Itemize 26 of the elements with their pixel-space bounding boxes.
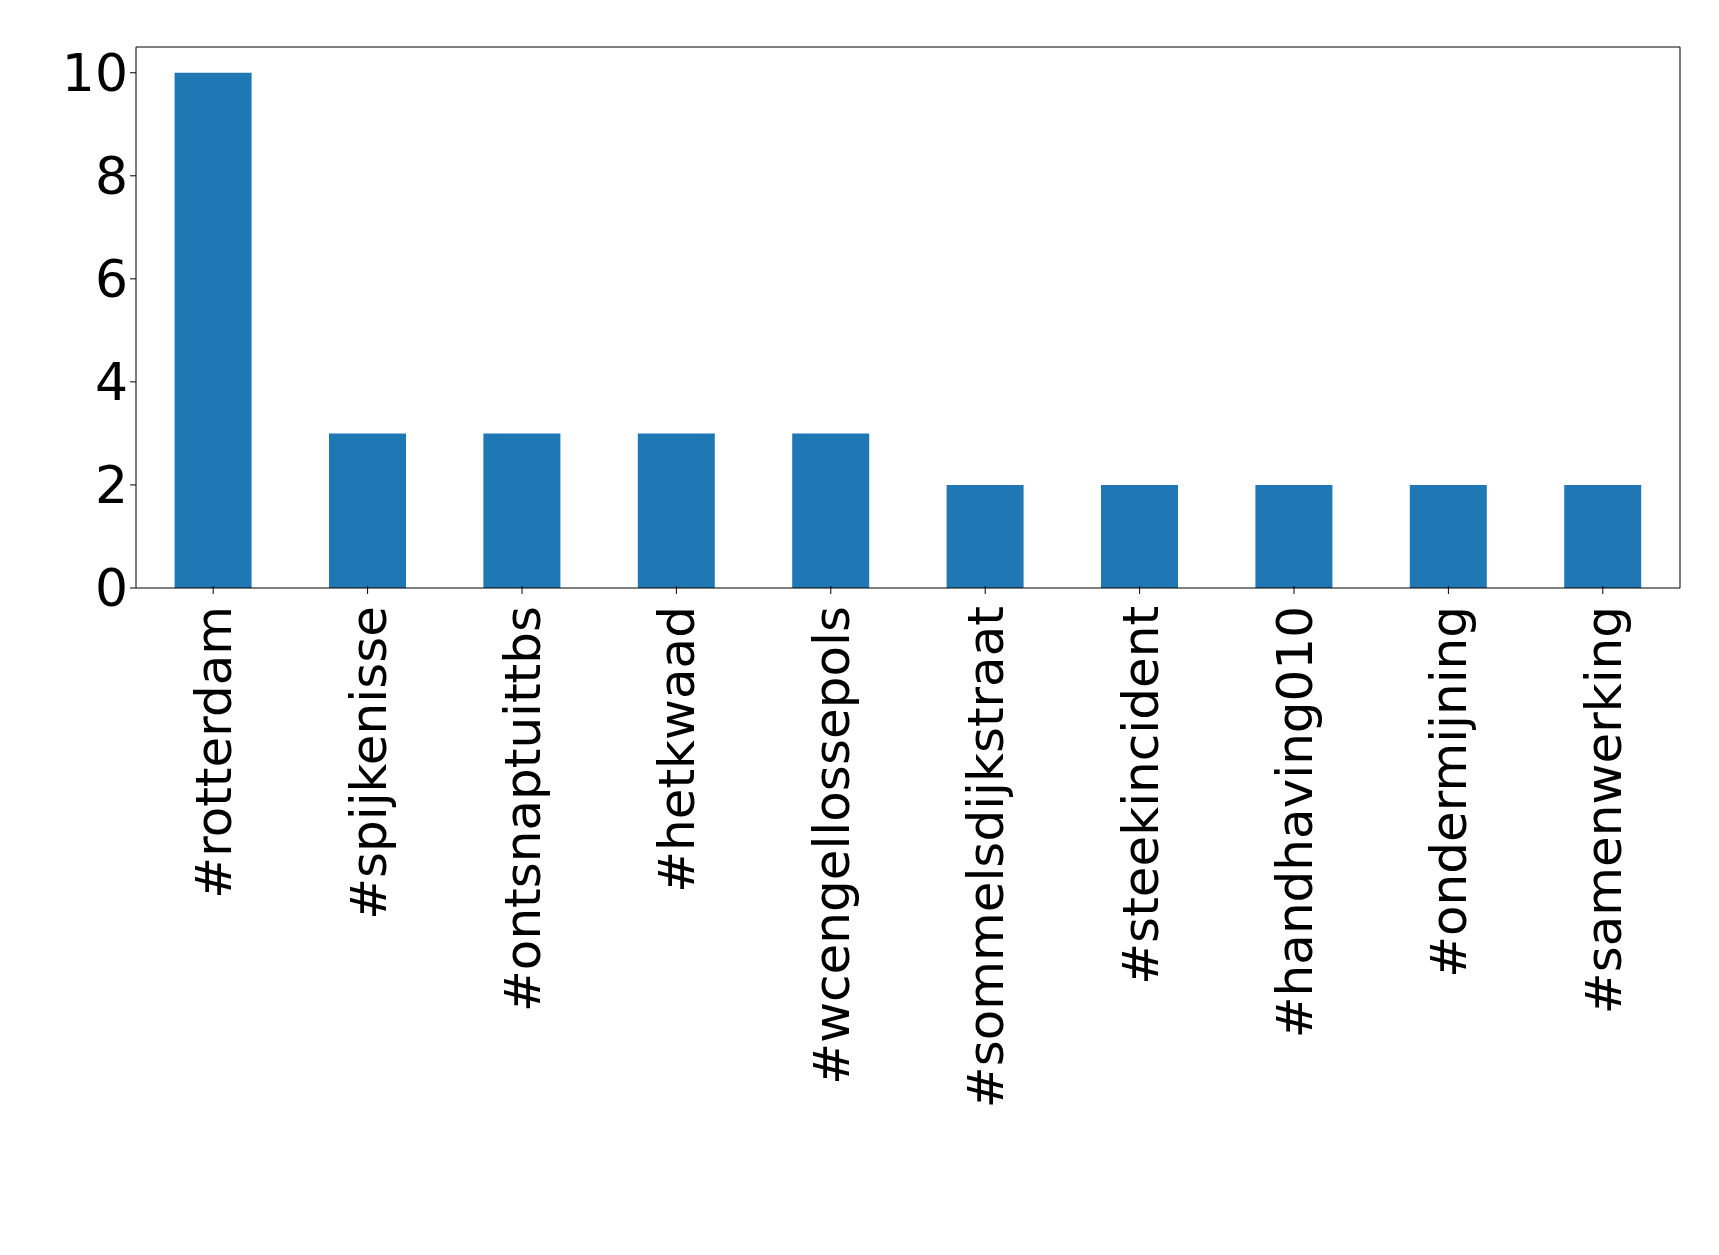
x-tick-label: #hetkwaad	[648, 606, 707, 893]
x-tick-label: #rotterdam	[185, 606, 244, 899]
bar	[1255, 484, 1333, 588]
y-tick-label: 4	[94, 352, 128, 413]
x-tick-label: #ontsnaptuittbs	[494, 606, 552, 1013]
bar	[483, 433, 561, 588]
x-tick-label: #handhaving010	[1266, 606, 1324, 1039]
x-tick-label: #spijkenisse	[339, 606, 398, 920]
y-tick-label: 8	[94, 146, 128, 207]
bar	[792, 433, 870, 588]
x-tick-label: #sommelsdijkstraat	[957, 606, 1016, 1109]
bar	[946, 484, 1024, 588]
y-tick-label: 6	[94, 249, 128, 310]
x-tick-label: #samenwerking	[1574, 606, 1633, 1015]
x-tick-label: #steekincident	[1111, 606, 1170, 985]
x-tick-label: #ondermijning	[1420, 606, 1479, 978]
y-tick-label: 0	[94, 558, 128, 619]
bar	[637, 433, 715, 588]
bar	[1564, 484, 1642, 588]
bar	[1409, 484, 1487, 588]
y-tick-label: 2	[94, 455, 128, 516]
y-tick-label: 10	[61, 43, 128, 104]
bar	[1101, 484, 1178, 588]
bar	[174, 72, 252, 588]
bar	[329, 433, 406, 588]
x-tick-label: #wcengellossepols	[802, 606, 861, 1085]
